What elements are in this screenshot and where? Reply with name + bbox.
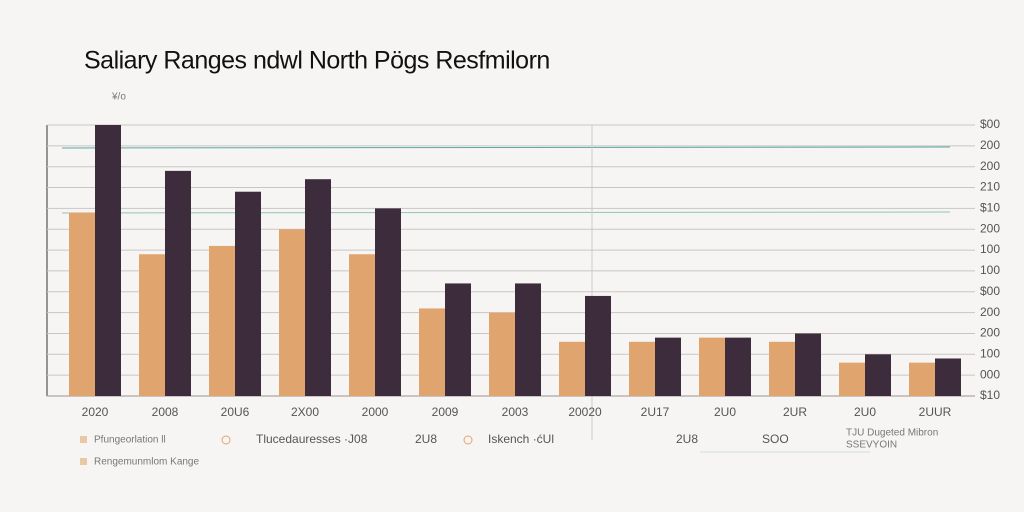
bar [419,308,445,396]
y-tick-label: $10 [980,388,1000,402]
bar [95,125,121,396]
y-tick-label: $00 [980,117,1000,131]
bar [349,254,375,396]
annotation: Iskench ·ćUl [488,432,554,446]
bar [489,312,515,396]
annotation: 2U8 [676,432,698,446]
bar [725,337,751,396]
bar [235,191,261,396]
legend-marker [463,435,473,445]
bar [375,208,401,396]
x-tick-label: 2U0 [714,405,736,419]
x-tick-label: 20020 [568,405,602,419]
y-tick-label: 000 [980,367,1000,381]
x-tick-label: 2003 [502,405,529,419]
bar [839,362,865,396]
trend-line [61,146,951,149]
legend-swatch [80,436,87,443]
annotation: 2U8 [415,432,437,446]
bar [165,170,191,396]
x-tick-label: 2008 [152,405,179,419]
annotation: SOO [762,432,789,446]
legend: Pfungeorlation ll Rengemunmlom Kange Tlu… [80,428,938,468]
bar [279,229,305,396]
y-tick-label: 100 [980,242,1000,256]
legend-label: Rengemunmlom Kange [94,457,199,468]
y-tick-label: 200 [980,159,1000,173]
bar [139,254,165,396]
y-tick-label: 200 [980,305,1000,319]
bar [559,341,585,396]
x-tick-label: 2UR [783,405,807,419]
bar [69,212,95,396]
annotation: TJU Dugeted Mibron [846,428,938,439]
x-tick-label: 2U17 [641,405,670,419]
annotation: SSEVYOIN [846,440,897,451]
x-tick-label: 20U6 [221,405,250,419]
y-tick-label: 100 [980,346,1000,360]
bar [699,337,725,396]
y-tick-label: 200 [980,326,1000,340]
bar [445,283,471,396]
legend-swatch [80,458,87,465]
bar [515,283,541,396]
bar [865,354,891,396]
bar [209,245,235,396]
y-tick-label: $00 [980,284,1000,298]
y-tick-label: 200 [980,138,1000,152]
legend-label: Pfungeorlation ll [94,435,166,446]
bar [655,337,681,396]
bar [795,333,821,396]
annotation: Tlucedauresses ·J08 [256,432,368,446]
bar [629,341,655,396]
x-tick-label: 2U0 [854,405,876,419]
x-tick-label: 2UUR [919,405,952,419]
y-tick-label: 210 [980,180,1000,194]
y-tick-label: 200 [980,221,1000,235]
x-tick-label: 2000 [362,405,389,419]
trend-line [61,211,951,214]
bar [935,358,961,396]
bar [585,295,611,396]
bar [305,179,331,396]
bar [769,341,795,396]
chart-title: Saliary Ranges ndwl North Pögs Resfmilor… [84,47,550,75]
bar [909,362,935,396]
x-tick-label: 2020 [82,405,109,419]
x-tick-label: 2009 [432,405,459,419]
legend-marker [221,435,231,445]
y-tick-label: 100 [980,263,1000,277]
unit-label: ¥/o [111,92,126,103]
x-tick-label: 2X00 [291,405,319,419]
y-tick-label: $10 [980,201,1000,215]
